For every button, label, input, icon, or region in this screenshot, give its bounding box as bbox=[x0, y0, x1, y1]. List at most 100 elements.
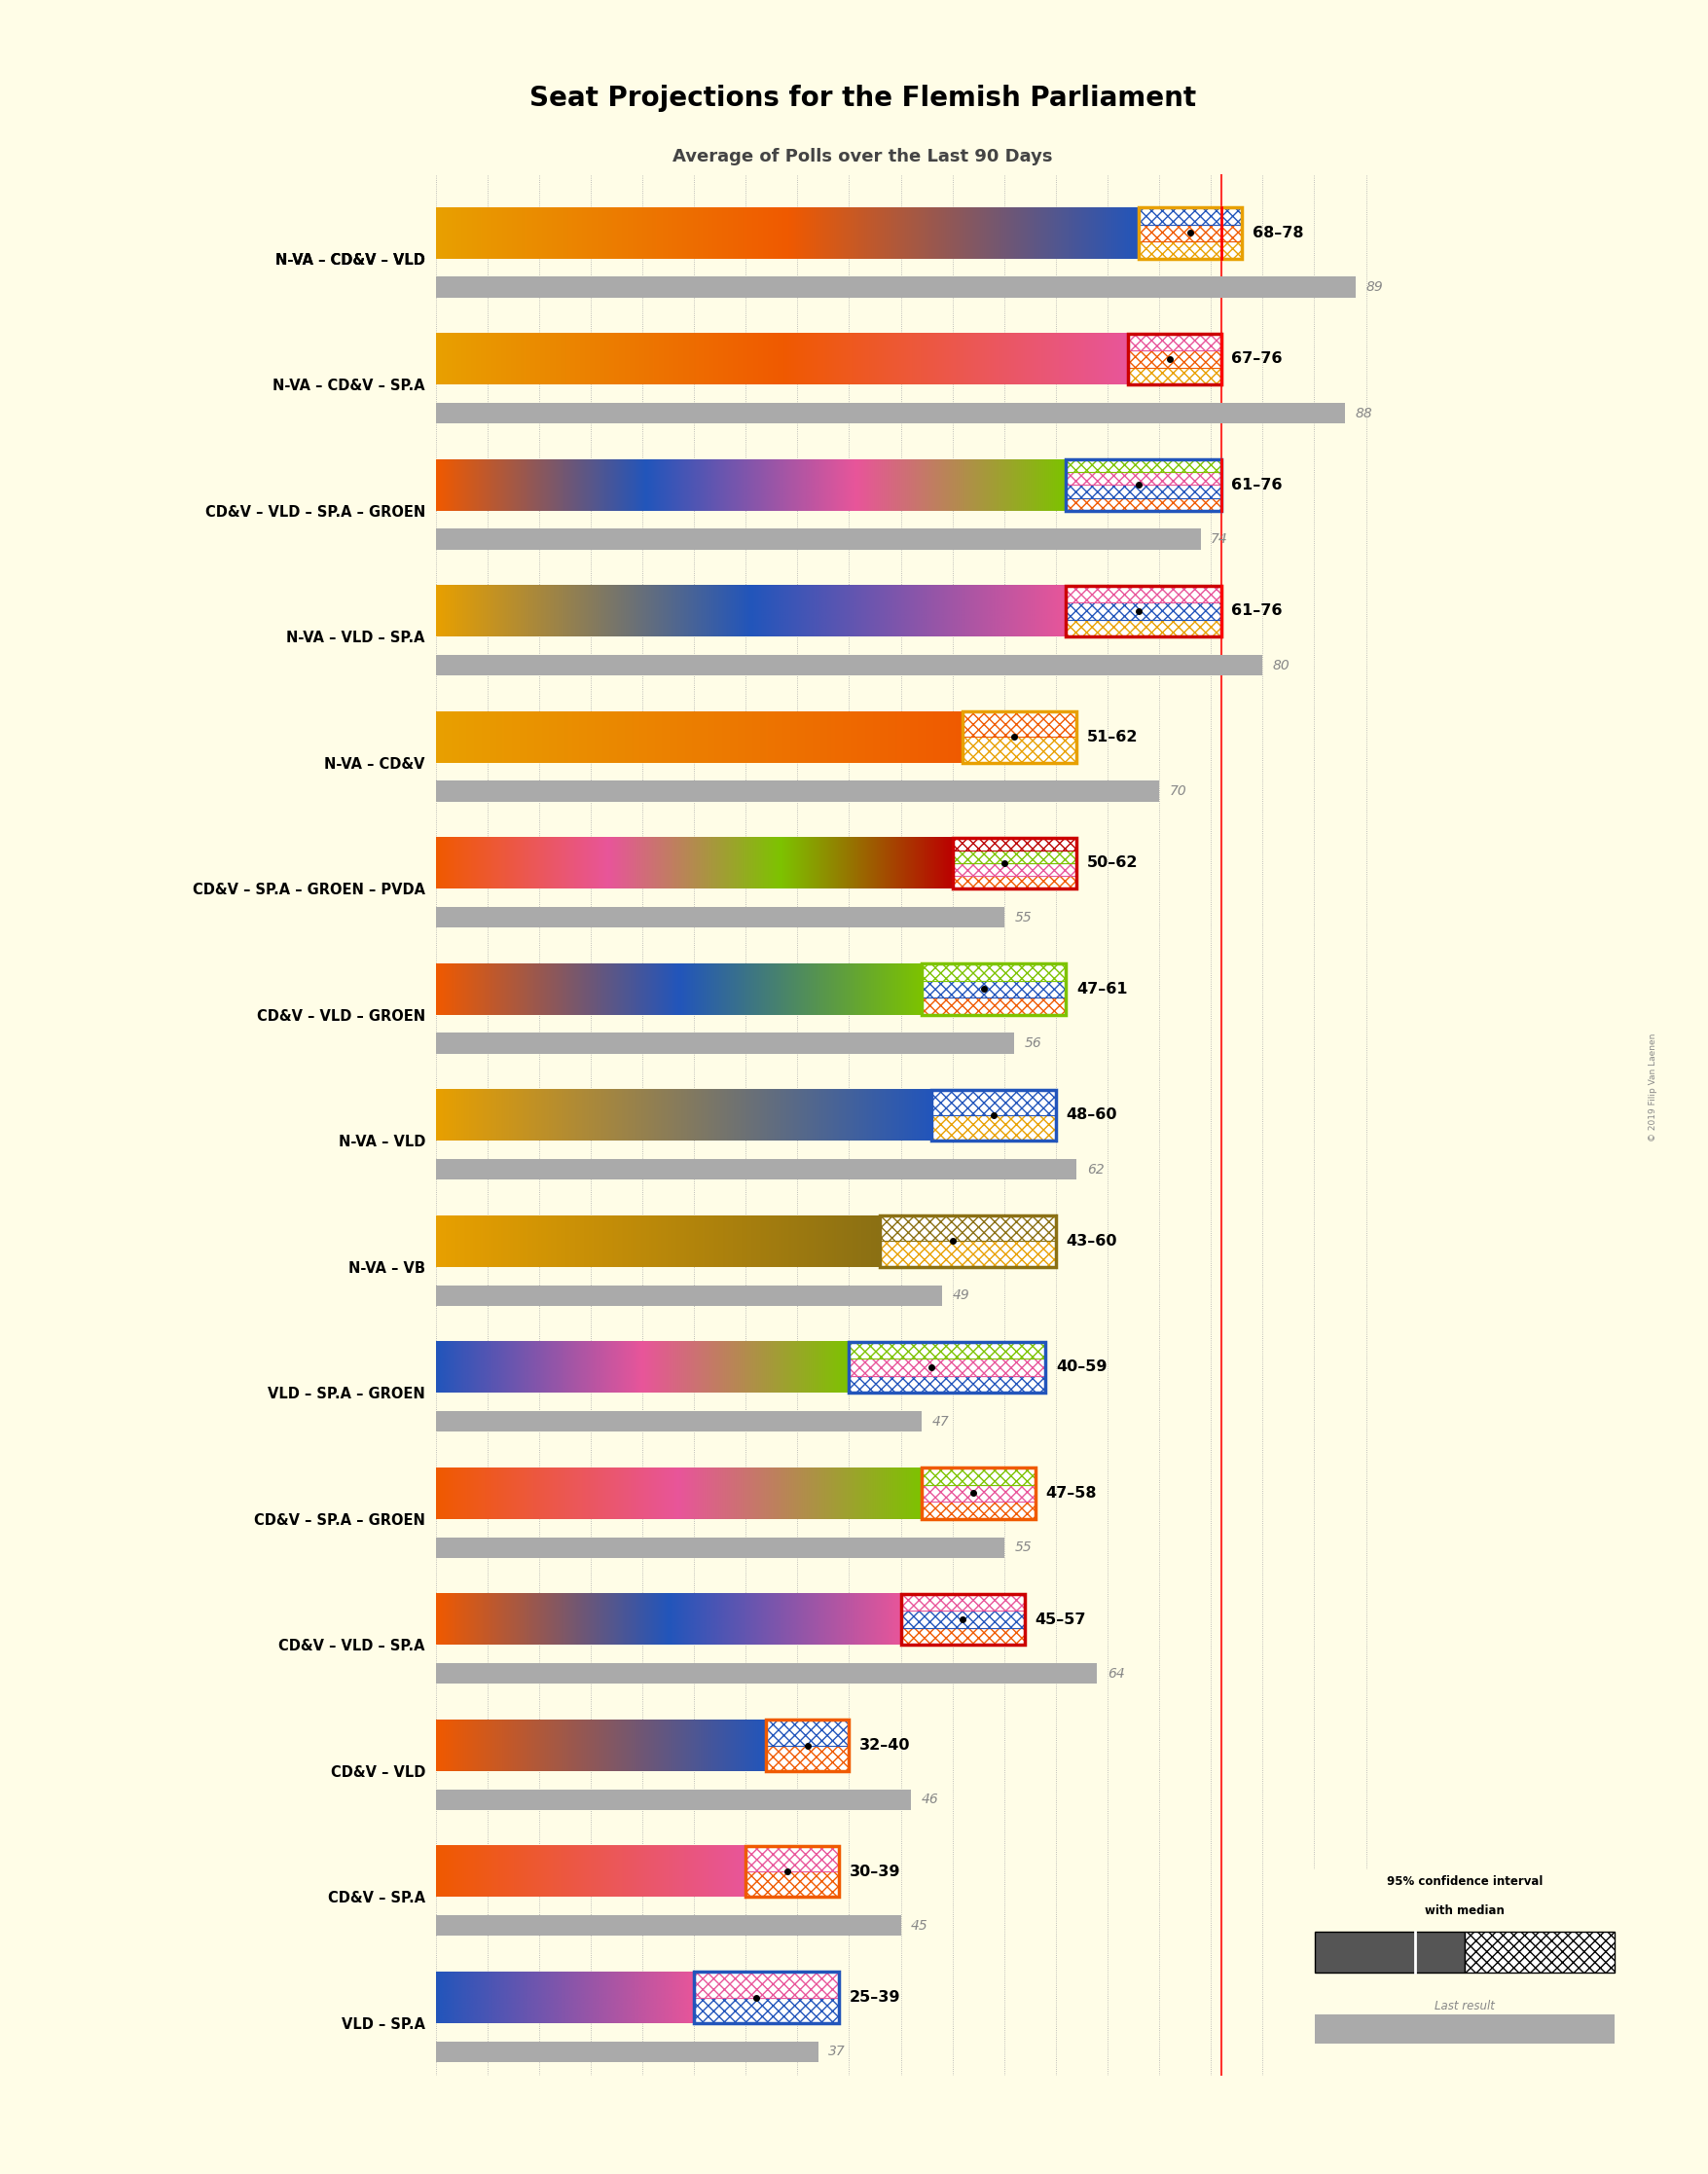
Text: Seat Projections for the Flemish Parliament: Seat Projections for the Flemish Parliam… bbox=[529, 85, 1196, 111]
Bar bbox=[436, 2041, 818, 2061]
Text: 51–62: 51–62 bbox=[1086, 730, 1138, 744]
Text: 56: 56 bbox=[1025, 1037, 1042, 1050]
Text: 64: 64 bbox=[1107, 1667, 1126, 1681]
Bar bbox=[1129, 367, 1221, 385]
Text: 95% confidence interval: 95% confidence interval bbox=[1387, 1876, 1542, 1889]
Bar bbox=[963, 711, 1076, 763]
Text: 74: 74 bbox=[1211, 533, 1228, 546]
Bar bbox=[436, 780, 1160, 802]
Bar bbox=[1139, 207, 1242, 224]
Text: CD&V – SP.A: CD&V – SP.A bbox=[328, 1891, 425, 1907]
Bar bbox=[921, 963, 1066, 980]
Bar bbox=[849, 1376, 1045, 1394]
Text: 55: 55 bbox=[1015, 1541, 1032, 1554]
Text: 47: 47 bbox=[933, 1415, 950, 1428]
Bar bbox=[746, 1846, 839, 1872]
Text: 47–58: 47–58 bbox=[1045, 1487, 1097, 1500]
Bar bbox=[1066, 498, 1221, 511]
Text: 62: 62 bbox=[1086, 1163, 1103, 1176]
Bar bbox=[849, 1341, 1045, 1359]
Bar bbox=[436, 1537, 1004, 1559]
Bar bbox=[963, 737, 1076, 763]
Bar bbox=[921, 1467, 1035, 1485]
Text: CD&V – VLD – GROEN: CD&V – VLD – GROEN bbox=[256, 1009, 425, 1024]
Bar bbox=[436, 1789, 910, 1809]
Text: 45: 45 bbox=[910, 1920, 929, 1933]
Bar bbox=[1066, 620, 1221, 637]
Bar bbox=[921, 1502, 1035, 1520]
Bar bbox=[1129, 333, 1221, 350]
Text: 48–60: 48–60 bbox=[1066, 1109, 1117, 1122]
Bar bbox=[953, 863, 1076, 876]
Bar bbox=[1066, 472, 1221, 485]
Text: VLD – SP.A – GROEN: VLD – SP.A – GROEN bbox=[268, 1387, 425, 1402]
Bar bbox=[767, 1720, 849, 1746]
Bar bbox=[921, 1467, 1035, 1485]
Text: 67–76: 67–76 bbox=[1231, 352, 1283, 367]
Bar bbox=[1139, 224, 1242, 241]
Bar bbox=[693, 1972, 839, 2024]
Text: with median: with median bbox=[1424, 1904, 1505, 1917]
Bar bbox=[953, 850, 1076, 863]
Bar bbox=[436, 276, 1356, 298]
Text: N-VA – VB: N-VA – VB bbox=[348, 1261, 425, 1276]
Bar bbox=[900, 1594, 1025, 1611]
Bar bbox=[900, 1611, 1025, 1628]
Text: 32–40: 32–40 bbox=[859, 1737, 910, 1752]
Bar bbox=[767, 1746, 849, 1772]
Bar bbox=[953, 837, 1076, 850]
Text: CD&V – VLD: CD&V – VLD bbox=[330, 1765, 425, 1781]
Bar bbox=[1315, 1931, 1464, 1974]
Bar bbox=[880, 1215, 1056, 1267]
Text: 47–61: 47–61 bbox=[1076, 983, 1127, 996]
Bar bbox=[921, 998, 1066, 1015]
Bar bbox=[1066, 459, 1221, 511]
Text: CD&V – SP.A – GROEN – PVDA: CD&V – SP.A – GROEN – PVDA bbox=[193, 883, 425, 898]
Bar bbox=[1139, 207, 1242, 259]
Text: N-VA – CD&V – VLD: N-VA – CD&V – VLD bbox=[275, 252, 425, 267]
Bar bbox=[1066, 485, 1221, 498]
Bar bbox=[1139, 241, 1242, 259]
Text: 61–76: 61–76 bbox=[1231, 604, 1283, 617]
Bar bbox=[1066, 602, 1221, 620]
Text: 70: 70 bbox=[1170, 785, 1187, 798]
Bar bbox=[436, 1033, 1015, 1054]
Bar bbox=[746, 1846, 839, 1898]
Bar bbox=[1129, 333, 1221, 350]
Text: 40–59: 40–59 bbox=[1056, 1361, 1107, 1374]
Bar bbox=[963, 711, 1076, 737]
Bar bbox=[963, 737, 1076, 763]
Bar bbox=[746, 1872, 839, 1898]
Bar bbox=[767, 1720, 849, 1746]
Text: 55: 55 bbox=[1015, 911, 1032, 924]
Bar bbox=[1139, 241, 1242, 259]
Bar bbox=[436, 1663, 1097, 1685]
Bar bbox=[849, 1359, 1045, 1376]
Bar bbox=[933, 1089, 1056, 1115]
Bar bbox=[921, 963, 1066, 980]
Bar bbox=[963, 711, 1076, 737]
Text: Last result: Last result bbox=[1435, 2000, 1494, 2013]
Bar bbox=[1129, 350, 1221, 367]
Bar bbox=[1066, 620, 1221, 637]
Text: 43–60: 43–60 bbox=[1066, 1235, 1117, 1248]
Text: 50–62: 50–62 bbox=[1086, 857, 1138, 870]
Bar bbox=[953, 863, 1076, 876]
Text: N-VA – CD&V: N-VA – CD&V bbox=[325, 757, 425, 772]
Bar bbox=[436, 1285, 943, 1307]
Bar bbox=[921, 998, 1066, 1015]
Bar bbox=[436, 907, 1004, 928]
Bar bbox=[953, 837, 1076, 850]
Bar bbox=[880, 1215, 1056, 1241]
Bar bbox=[1066, 585, 1221, 602]
Bar bbox=[900, 1594, 1025, 1611]
Bar bbox=[880, 1215, 1056, 1241]
Bar bbox=[880, 1241, 1056, 1267]
Bar bbox=[900, 1628, 1025, 1646]
Bar bbox=[849, 1341, 1045, 1359]
Bar bbox=[1066, 585, 1221, 602]
Text: N-VA – VLD – SP.A: N-VA – VLD – SP.A bbox=[287, 630, 425, 646]
Bar bbox=[436, 1159, 1076, 1180]
Text: 46: 46 bbox=[921, 1794, 939, 1807]
Bar bbox=[921, 980, 1066, 998]
